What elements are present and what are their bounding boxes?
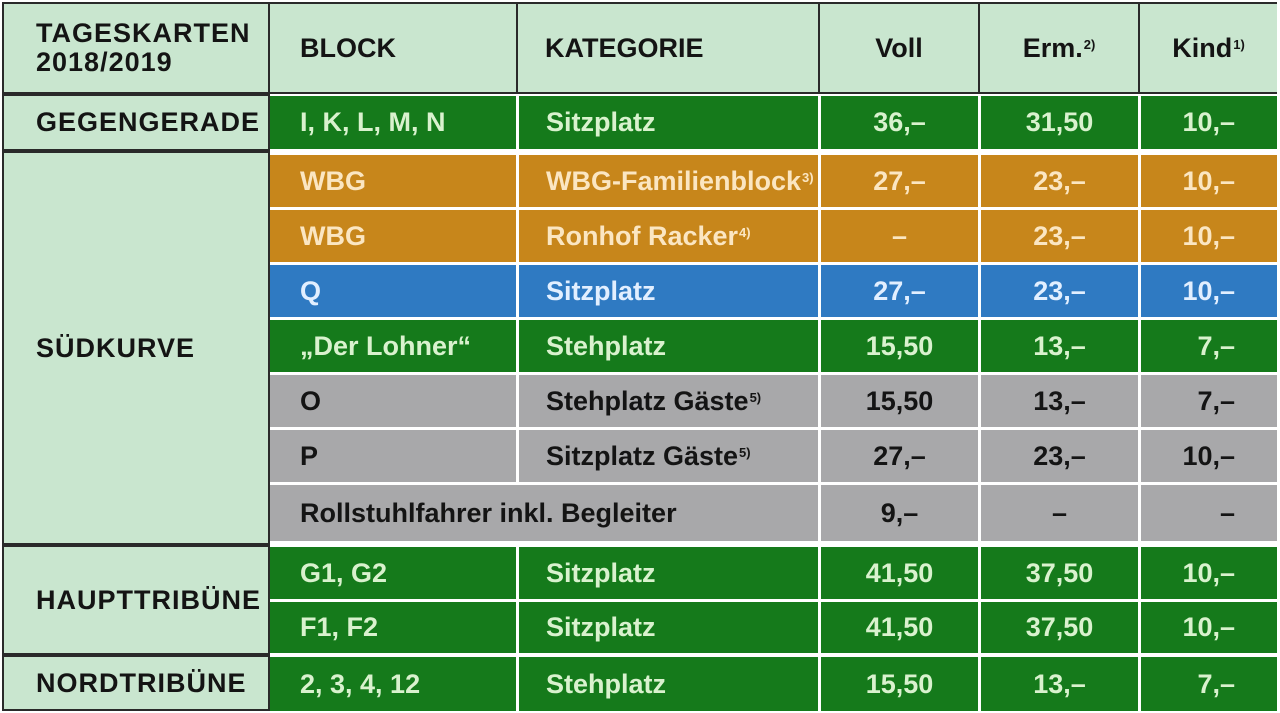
- table-row: G1, G2 Sitzplatz 41,50 37,50 10,–: [270, 547, 1277, 599]
- footnote-marker: 2): [1083, 36, 1096, 52]
- table-row: I, K, L, M, N Sitzplatz 36,– 31,50 10,–: [270, 96, 1277, 149]
- cell-kind: –: [1138, 485, 1277, 541]
- cell-erm: 23,–: [978, 155, 1138, 207]
- cell-block: WBG: [270, 155, 516, 207]
- title-line-2: 2018/2019: [36, 47, 173, 77]
- cell-kategorie: Sitzplatz Gäste 5): [516, 430, 818, 482]
- header-kind: Kind 1): [1138, 4, 1277, 92]
- title-line-1: TAGESKARTEN: [36, 18, 251, 48]
- table-row: Q Sitzplatz 27,– 23,– 10,–: [270, 265, 1277, 317]
- cell-voll: 9,–: [818, 485, 978, 541]
- cell-kategorie: WBG-Familienblock 3): [516, 155, 818, 207]
- cell-kategorie: Ronhof Racker 4): [516, 210, 818, 262]
- header-block: BLOCK: [270, 4, 516, 92]
- table-row: O Stehplatz Gäste 5) 15,50 13,– 7,–: [270, 375, 1277, 427]
- cell-block: „Der Lohner“: [270, 320, 516, 372]
- footnote-marker: 1): [1233, 36, 1245, 52]
- section-suedkurve: SÜDKURVE: [2, 151, 270, 545]
- cell-erm: 13,–: [978, 320, 1138, 372]
- cell-kategorie: Sitzplatz: [516, 547, 818, 599]
- cell-kategorie: Sitzplatz: [516, 602, 818, 653]
- header-voll: Voll: [818, 4, 978, 92]
- cell-block: 2, 3, 4, 12: [270, 657, 516, 711]
- header-erm: Erm. 2): [978, 4, 1138, 92]
- cell-erm: 13,–: [978, 657, 1138, 711]
- cell-erm: 13,–: [978, 375, 1138, 427]
- cell-kind: 7,–: [1138, 375, 1277, 427]
- cell-block: O: [270, 375, 516, 427]
- table-row: F1, F2 Sitzplatz 41,50 37,50 10,–: [270, 602, 1277, 653]
- table-row: Rollstuhlfahrer inkl. Begleiter 9,– – –: [270, 485, 1277, 541]
- table-row: WBG Ronhof Racker 4) – 23,– 10,–: [270, 210, 1277, 262]
- cell-kind: 10,–: [1138, 210, 1277, 262]
- cell-kategorie: Sitzplatz: [516, 96, 818, 149]
- header-kategorie: KATEGORIE: [516, 4, 818, 92]
- cell-erm: 23,–: [978, 430, 1138, 482]
- footnote-marker: 3): [802, 169, 814, 185]
- footnote-marker: 5): [739, 444, 751, 460]
- cell-erm: 31,50: [978, 96, 1138, 149]
- cell-erm: –: [978, 485, 1138, 541]
- cell-kategorie: Stehplatz: [516, 320, 818, 372]
- cell-kind: 10,–: [1138, 265, 1277, 317]
- cell-block: G1, G2: [270, 547, 516, 599]
- cell-voll: –: [818, 210, 978, 262]
- cell-block: P: [270, 430, 516, 482]
- cell-erm: 23,–: [978, 210, 1138, 262]
- cell-voll: 41,50: [818, 602, 978, 653]
- cell-block: WBG: [270, 210, 516, 262]
- cell-voll: 36,–: [818, 96, 978, 149]
- cell-erm: 23,–: [978, 265, 1138, 317]
- table-row: WBG WBG-Familienblock 3) 27,– 23,– 10,–: [270, 155, 1277, 207]
- cell-kategorie: Sitzplatz: [516, 265, 818, 317]
- title-cell: TAGESKARTEN 2018/2019: [2, 2, 270, 94]
- cell-block: F1, F2: [270, 602, 516, 653]
- cell-voll: 41,50: [818, 547, 978, 599]
- cell-kind: 10,–: [1138, 602, 1277, 653]
- cell-kind: 10,–: [1138, 430, 1277, 482]
- section-haupttribuene: HAUPTTRIBÜNE: [2, 545, 270, 655]
- table-row: „Der Lohner“ Stehplatz 15,50 13,– 7,–: [270, 320, 1277, 372]
- cell-voll: 15,50: [818, 320, 978, 372]
- cell-kind: 10,–: [1138, 155, 1277, 207]
- section-gegengerade: GEGENGERADE: [2, 94, 270, 151]
- cell-voll: 15,50: [818, 375, 978, 427]
- cell-kategorie: Stehplatz: [516, 657, 818, 711]
- cell-voll: 27,–: [818, 265, 978, 317]
- cell-voll: 15,50: [818, 657, 978, 711]
- section-nordtribuene: NORDTRIBÜNE: [2, 655, 270, 711]
- cell-voll: 27,–: [818, 430, 978, 482]
- cell-kind: 7,–: [1138, 657, 1277, 711]
- cell-wheelchair-label: Rollstuhlfahrer inkl. Begleiter: [270, 485, 818, 541]
- cell-erm: 37,50: [978, 547, 1138, 599]
- table-row: P Sitzplatz Gäste 5) 27,– 23,– 10,–: [270, 430, 1277, 482]
- cell-erm: 37,50: [978, 602, 1138, 653]
- footnote-marker: 4): [739, 224, 751, 240]
- cell-block: Q: [270, 265, 516, 317]
- header-row: BLOCK KATEGORIE Voll Erm. 2) Kind 1): [270, 2, 1277, 94]
- cell-voll: 27,–: [818, 155, 978, 207]
- cell-kind: 10,–: [1138, 96, 1277, 149]
- footnote-marker: 5): [749, 389, 762, 405]
- cell-kind: 7,–: [1138, 320, 1277, 372]
- table-row: 2, 3, 4, 12 Stehplatz 15,50 13,– 7,–: [270, 657, 1277, 711]
- cell-block: I, K, L, M, N: [270, 96, 516, 149]
- cell-kind: 10,–: [1138, 547, 1277, 599]
- cell-kategorie: Stehplatz Gäste 5): [516, 375, 818, 427]
